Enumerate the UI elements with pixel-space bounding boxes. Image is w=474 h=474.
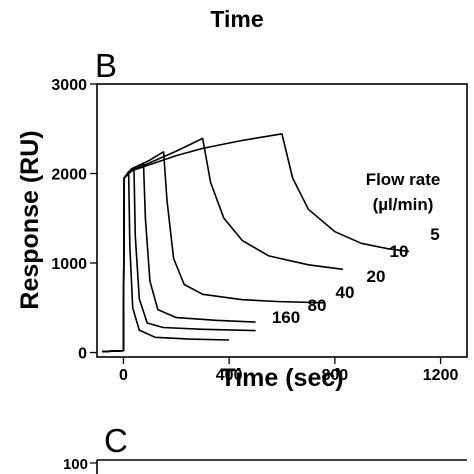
series-label-20: 20: [367, 267, 386, 286]
series-label-160: 160: [272, 308, 300, 327]
series-line-160: [102, 173, 230, 353]
series-line-40: [102, 162, 256, 353]
series-line-5: [102, 133, 410, 353]
series-group: [102, 133, 410, 353]
x-axis-label: Time (sec): [220, 364, 343, 392]
panel-c-label: C: [104, 422, 128, 459]
y-axis-label: Response (RU): [16, 130, 44, 309]
axis-ticks: 0 400 800 1200 0 1000 2000 3000: [51, 77, 458, 384]
series-label-5: 5: [430, 225, 439, 244]
legend-unit: (µl/min): [373, 195, 434, 214]
series-label-80: 80: [308, 296, 327, 315]
plot-frame: [96, 83, 468, 358]
top-panel-xlabel: Time: [210, 6, 263, 32]
series-label-10: 10: [390, 242, 409, 261]
x-tick-label-400: 400: [216, 367, 243, 384]
y-tick-label-1000: 1000: [51, 256, 87, 273]
panel-c-ytick-label: 100: [63, 456, 88, 473]
y-tick-label-3000: 3000: [51, 77, 87, 94]
panel-b-label: B: [95, 47, 117, 84]
series-line-80: [102, 169, 256, 353]
x-tick-label-0: 0: [119, 367, 128, 384]
series-line-10: [102, 137, 343, 353]
series-label-40: 40: [336, 283, 355, 302]
y-tick-label-0: 0: [78, 346, 87, 363]
x-tick-label-800: 800: [322, 367, 349, 384]
y-tick-label-2000: 2000: [51, 167, 87, 184]
x-tick-label-1200: 1200: [423, 367, 459, 384]
legend-unit-text: µl/min: [378, 195, 427, 214]
legend-title: Flow rate: [366, 170, 441, 189]
